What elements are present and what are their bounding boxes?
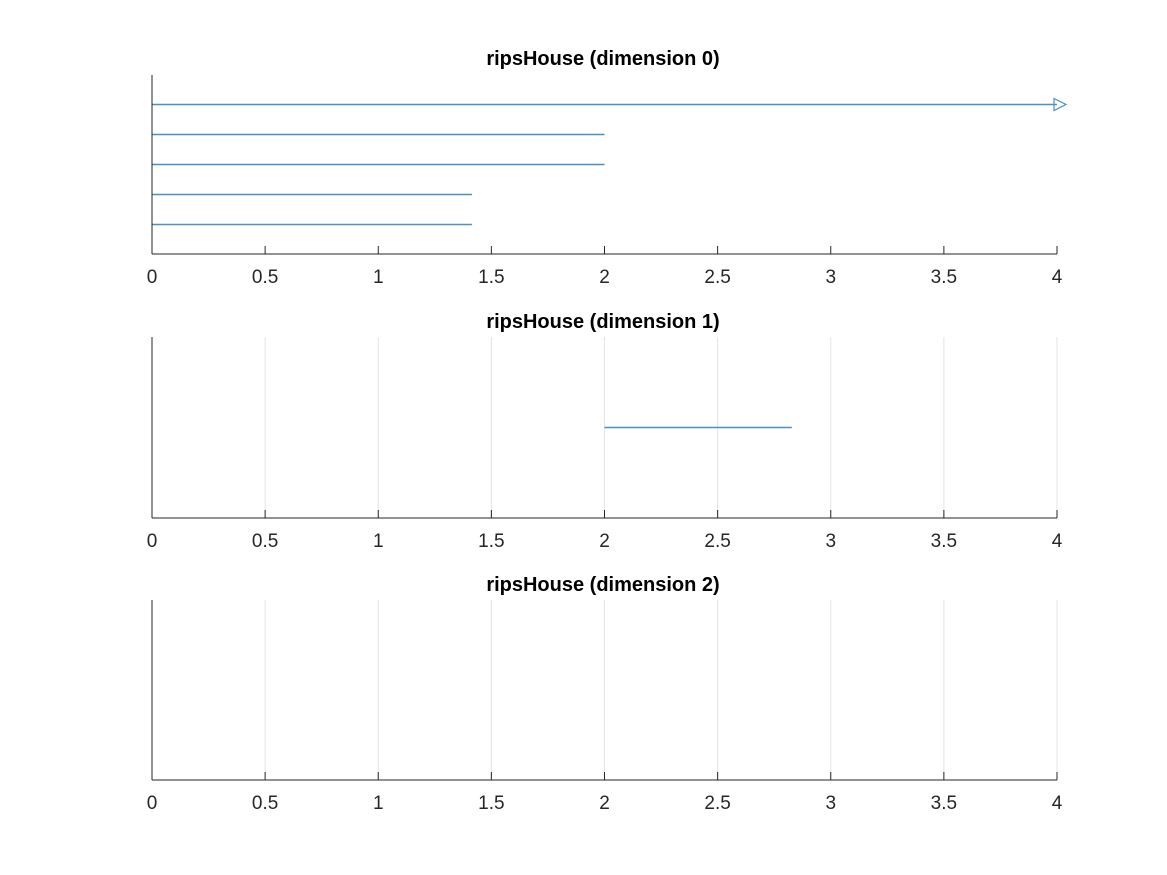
x-tick-label: 2.5 <box>704 793 730 814</box>
x-tick-label: 0.5 <box>252 793 278 814</box>
x-tick-label: 0 <box>147 267 158 288</box>
x-tick-label: 1 <box>373 793 384 814</box>
barcode-panel-dimension-0: ripsHouse (dimension 0) 0 0.5 1 1.5 2 2.5 3 3.5… <box>147 48 1068 288</box>
x-tick-label: 2 <box>599 531 610 552</box>
x-axis-ticks: 0 0.5 1 1.5 2 2.5 3 3.5 4 <box>147 772 1063 814</box>
chart-title: ripsHouse (dimension 2) <box>486 574 719 596</box>
x-axis-ticks: 0 0.5 1 1.5 2 2.5 3 3.5 4 <box>147 246 1063 288</box>
x-tick-label: 2.5 <box>704 531 730 552</box>
grid-lines <box>264 600 1058 780</box>
x-tick-label: 0 <box>147 793 158 814</box>
x-tick-label: 2.5 <box>704 267 730 288</box>
chart-title: ripsHouse (dimension 1) <box>486 311 719 333</box>
x-tick-label: 1 <box>373 267 384 288</box>
x-tick-label: 3 <box>825 531 836 552</box>
x-tick-label: 0.5 <box>252 531 278 552</box>
x-tick-label: 0 <box>147 531 158 552</box>
x-tick-label: 0.5 <box>252 267 278 288</box>
x-tick-label: 4 <box>1052 793 1063 814</box>
x-tick-label: 1.5 <box>478 267 504 288</box>
x-tick-label: 4 <box>1052 267 1063 288</box>
barcode-intervals <box>152 97 1068 226</box>
barcode-panel-dimension-2: ripsHouse (dimension 2) 0 0.5 1 1.5 2 2.5 3 3.5… <box>147 574 1063 814</box>
x-tick-label: 2 <box>599 793 610 814</box>
x-tick-label: 1 <box>373 531 384 552</box>
x-tick-label: 1.5 <box>478 793 504 814</box>
x-tick-label: 3 <box>825 267 836 288</box>
x-tick-label: 2 <box>599 267 610 288</box>
x-axis-ticks: 0 0.5 1 1.5 2 2.5 3 3.5 4 <box>147 510 1063 552</box>
x-tick-label: 3.5 <box>931 267 957 288</box>
x-tick-label: 3.5 <box>931 793 957 814</box>
x-tick-label: 3 <box>825 793 836 814</box>
chart-title: ripsHouse (dimension 0) <box>486 48 719 70</box>
barcode-panel-dimension-1: ripsHouse (dimension 1) 0 0.5 1 1.5 2 2.5 3 3.5… <box>147 311 1063 552</box>
x-tick-label: 3.5 <box>931 531 957 552</box>
x-tick-label: 1.5 <box>478 531 504 552</box>
infinity-arrow-icon <box>1053 97 1068 112</box>
x-tick-label: 4 <box>1052 531 1063 552</box>
